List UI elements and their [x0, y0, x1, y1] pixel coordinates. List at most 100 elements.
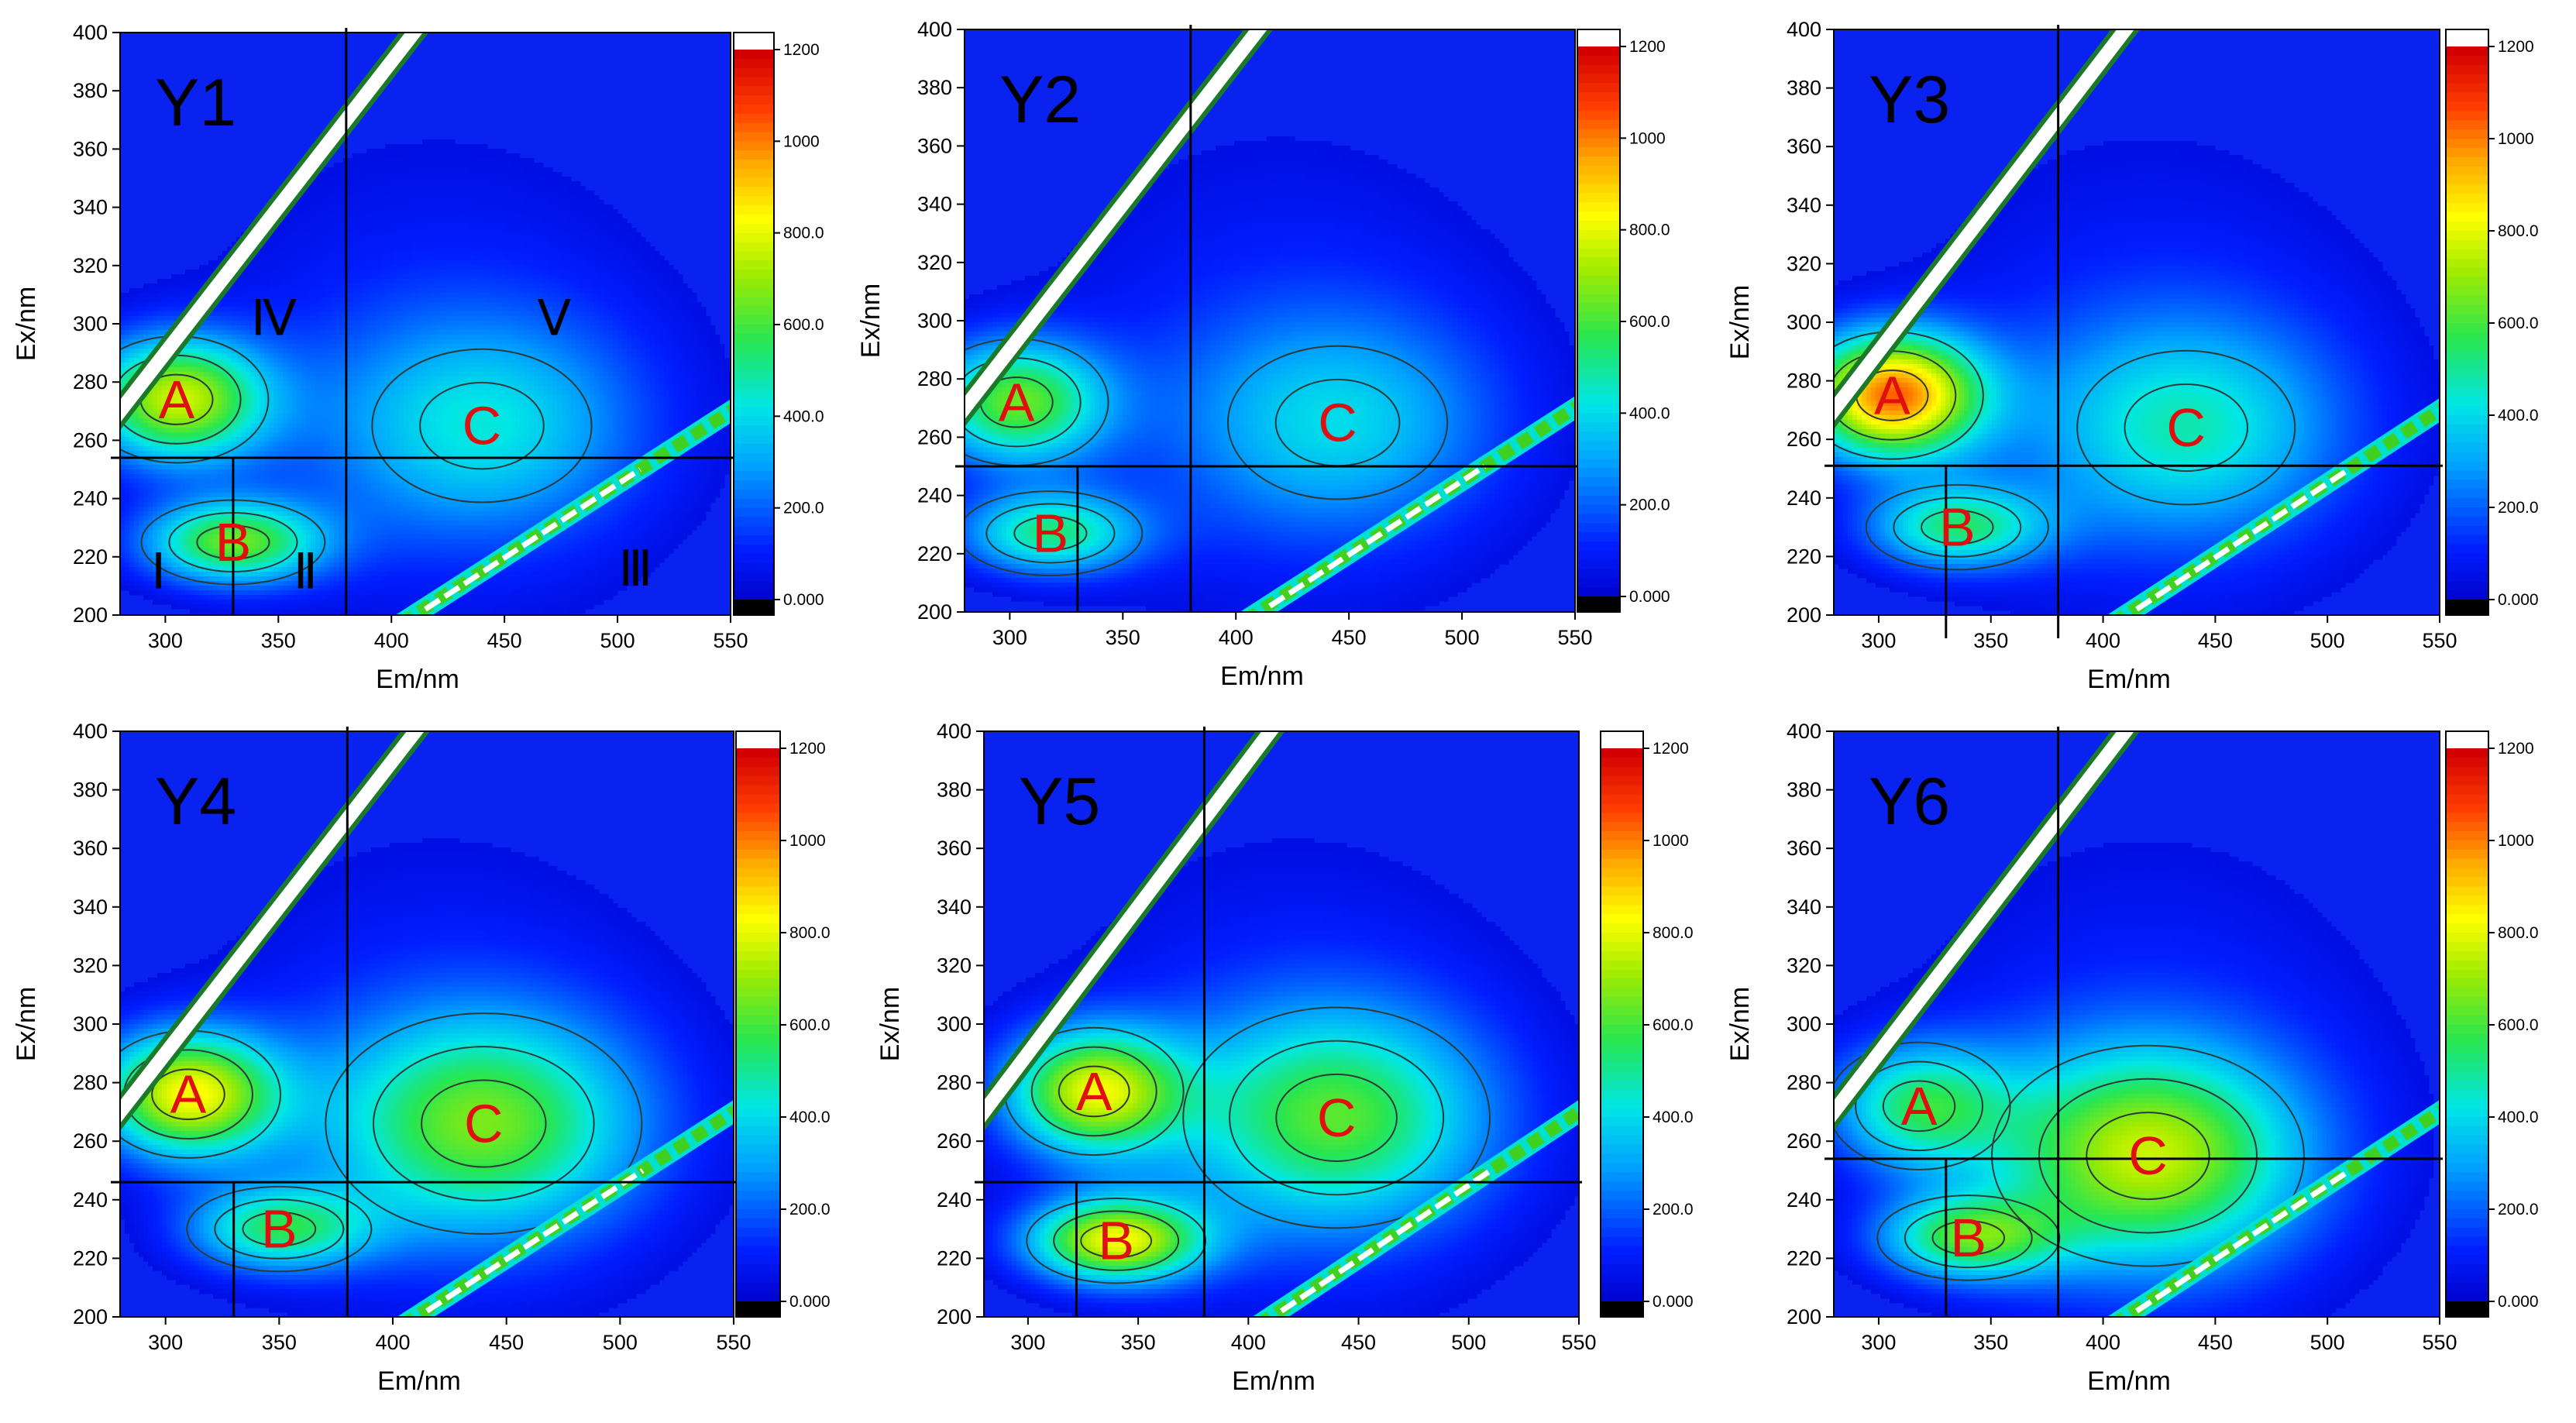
x-tick-label: 300	[1861, 629, 1896, 652]
colorbar-tick-label: 1200	[1629, 38, 1666, 56]
y-tick-label: 260	[1787, 1129, 1821, 1153]
colorbar-tick-label: 800.0	[783, 225, 824, 242]
panel-title: Y5	[1019, 765, 1100, 839]
colorbar-tick-label: 600.0	[1629, 313, 1670, 331]
y-tick-label: 340	[73, 196, 108, 219]
region-label: Ⅰ	[151, 545, 166, 600]
y-tick-label: 400	[73, 21, 108, 44]
y-axis-label: Ex/nm	[12, 287, 41, 361]
x-tick-label: 350	[262, 1331, 297, 1354]
y-tick-label: 320	[1787, 954, 1821, 977]
y-tick-label: 260	[917, 425, 952, 449]
y-tick-label: 300	[917, 309, 952, 332]
colorbar-tick-label: 400.0	[783, 407, 824, 425]
x-tick-label: 450	[487, 629, 522, 652]
y-tick-label: 360	[1787, 135, 1821, 158]
x-tick-label: 350	[1973, 629, 2008, 652]
colorbar-tick-label: 1000	[1653, 832, 1689, 850]
y-tick-label: 280	[1787, 1071, 1821, 1095]
x-tick-label: 550	[2422, 629, 2457, 652]
colorbar-tick-label: 400.0	[1629, 404, 1670, 422]
y-tick-label: 300	[73, 1012, 108, 1036]
y-tick-label: 200	[73, 1305, 108, 1328]
colorbar-tick-label: 600.0	[2498, 1016, 2539, 1034]
peak-label-a: A	[1874, 366, 1911, 426]
colorbar-tick-label: 1200	[2498, 38, 2534, 56]
x-axis-label: Em/nm	[1232, 1366, 1316, 1396]
colorbar-tick-label: 1200	[783, 41, 820, 59]
y-tick-label: 360	[937, 837, 972, 860]
x-tick-label: 300	[1010, 1331, 1045, 1354]
y-tick-label: 320	[917, 251, 952, 274]
colorbar-tick-label: 1200	[1653, 740, 1689, 758]
panel-title: Y3	[1869, 63, 1950, 137]
colorbar-tick-label: 1000	[789, 832, 826, 850]
eem-panel-y1: 300 350 400 450 500 5502002202402602803003203…	[12, 3, 824, 694]
peak-label-c: C	[1317, 1088, 1357, 1148]
y-axis-label: Ex/nm	[875, 987, 905, 1061]
colorbar-tick-label: 0.000	[2498, 1293, 2539, 1311]
y-tick-label: 280	[1787, 369, 1821, 393]
colorbar-tick-label: 1000	[2498, 832, 2534, 850]
peak-label-b: B	[1033, 503, 1069, 563]
x-axis-label: Em/nm	[376, 665, 459, 694]
y-tick-label: 400	[1787, 18, 1821, 41]
colorbar-tick-label: 1000	[783, 132, 820, 150]
y-tick-label: 220	[917, 542, 952, 565]
x-tick-label: 550	[1561, 1331, 1596, 1354]
y-tick-label: 360	[73, 837, 108, 860]
y-tick-label: 260	[937, 1129, 972, 1153]
y-tick-label: 200	[1787, 1305, 1821, 1328]
y-tick-label: 360	[917, 134, 952, 157]
x-tick-label: 400	[2086, 629, 2120, 652]
x-tick-label: 400	[1219, 626, 1254, 649]
colorbar-tick-label: 200.0	[1629, 497, 1670, 514]
y-tick-label: 260	[73, 428, 108, 452]
x-tick-label: 500	[2310, 1331, 2345, 1354]
y-tick-label: 200	[1787, 603, 1821, 627]
y-tick-label: 220	[1787, 1246, 1821, 1270]
peak-label-c: C	[1318, 393, 1357, 453]
colorbar-tick-label: 800.0	[789, 924, 831, 942]
x-tick-label: 300	[992, 626, 1027, 649]
x-axis-label: Em/nm	[2087, 1366, 2171, 1396]
colorbar-tick-label: 0.000	[1629, 588, 1670, 606]
colorbar-tick-label: 600.0	[1653, 1016, 1694, 1034]
x-tick-label: 350	[1973, 1331, 2008, 1354]
x-axis-label: Em/nm	[2087, 665, 2171, 694]
y-tick-label: 260	[1787, 428, 1821, 451]
eem-panel-y6: 300 350 400 450 500 5502002202402602803003203…	[1725, 702, 2539, 1396]
y-tick-label: 200	[73, 603, 108, 627]
y-tick-label: 200	[917, 600, 952, 624]
region-label: Ⅲ	[618, 541, 652, 596]
y-tick-label: 340	[917, 193, 952, 216]
y-tick-label: 240	[73, 487, 108, 510]
region-label: Ⅱ	[294, 545, 318, 600]
x-tick-label: 400	[1231, 1331, 1266, 1354]
y-tick-label: 240	[917, 484, 952, 507]
peak-label-a: A	[999, 372, 1035, 432]
x-tick-label: 350	[261, 629, 296, 652]
y-tick-label: 260	[73, 1129, 108, 1153]
x-tick-label: 450	[489, 1331, 524, 1354]
x-tick-label: 300	[1861, 1331, 1896, 1354]
colorbar-tick-label: 800.0	[1653, 924, 1694, 942]
x-tick-label: 550	[713, 629, 748, 652]
peak-label-b: B	[1950, 1208, 1986, 1268]
colorbar-tick-label: 200.0	[1653, 1201, 1694, 1218]
peak-label-b: B	[1098, 1211, 1134, 1271]
colorbar-tick-label: 600.0	[783, 316, 824, 334]
colorbar-tick-label: 400.0	[789, 1108, 831, 1126]
region-label: Ⅳ	[251, 290, 297, 345]
region-label: Ⅴ	[537, 290, 571, 345]
y-tick-label: 380	[73, 79, 108, 102]
y-axis-label: Ex/nm	[1725, 285, 1755, 359]
x-tick-label: 300	[148, 629, 183, 652]
x-tick-label: 500	[600, 629, 635, 652]
x-tick-label: 450	[2198, 629, 2233, 652]
y-tick-label: 300	[73, 312, 108, 335]
x-axis-label: Em/nm	[377, 1366, 461, 1396]
y-tick-label: 240	[937, 1188, 972, 1212]
